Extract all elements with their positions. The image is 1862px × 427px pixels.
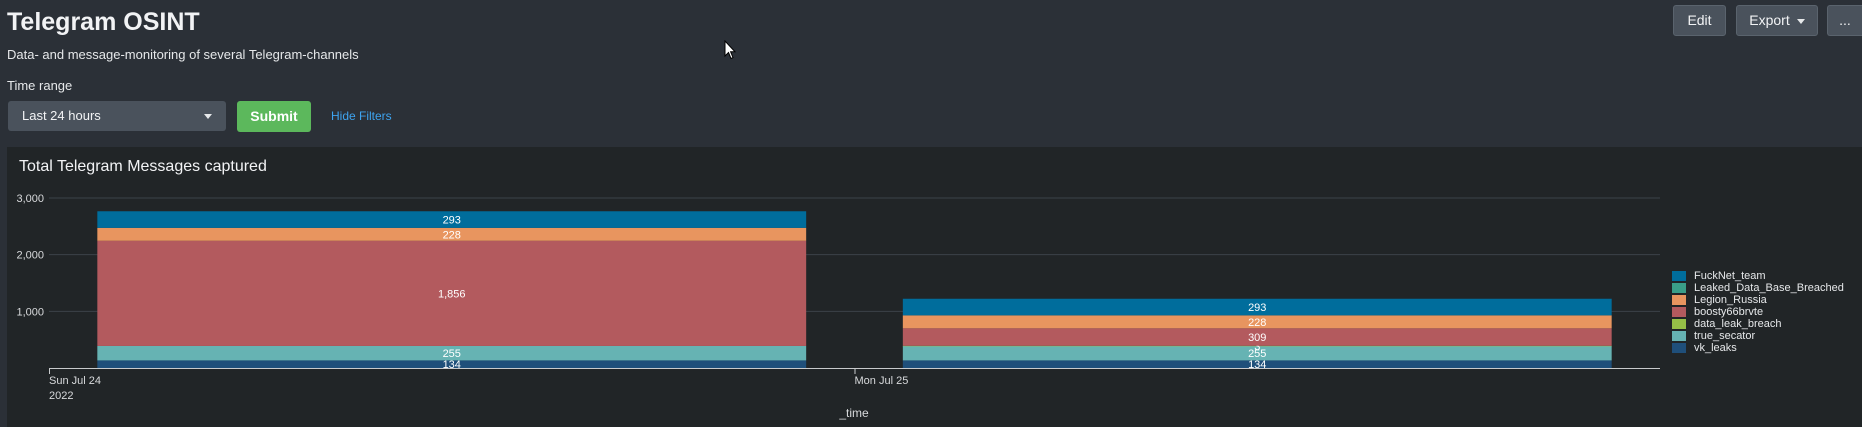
more-button[interactable]: ...: [1827, 5, 1862, 36]
legend-swatch: [1672, 331, 1686, 341]
legend-item[interactable]: data_leak_breach: [1672, 318, 1844, 330]
data-label: 134: [443, 359, 461, 371]
export-label: Export: [1749, 12, 1790, 28]
chart-legend: FuckNet_team Leaked_Data_Base_Breached Leg…: [1672, 270, 1844, 354]
y-tick-label: 2,000: [16, 250, 44, 262]
bar-segment: [97, 360, 807, 368]
legend-swatch: [1672, 307, 1686, 317]
hide-filters-link[interactable]: Hide Filters: [331, 109, 392, 123]
data-label: 293: [443, 215, 461, 227]
x-tick-sublabel: 2022: [49, 390, 73, 402]
legend-label: Legion_Russia: [1694, 294, 1767, 306]
x-axis-title: _time: [838, 406, 869, 420]
export-button[interactable]: Export: [1736, 5, 1818, 36]
chevron-down-icon: [204, 114, 212, 119]
data-label: 255: [1248, 348, 1266, 360]
submit-button[interactable]: Submit: [237, 101, 311, 132]
bar-segment: [97, 240, 807, 346]
legend-label: FuckNet_team: [1694, 270, 1766, 282]
time-range-dropdown[interactable]: Last 24 hours: [8, 101, 226, 131]
bar-segment: [902, 345, 1612, 361]
data-label: 255: [443, 348, 461, 360]
legend-item[interactable]: true_secator: [1672, 330, 1844, 342]
bar-segment: [902, 328, 1612, 346]
legend-item[interactable]: FuckNet_team: [1672, 270, 1844, 282]
bar-segment: [902, 345, 1612, 347]
page-subtitle: Data- and message-monitoring of several …: [7, 47, 359, 62]
bar-segment: [97, 211, 807, 228]
data-label: 293: [1248, 302, 1266, 314]
data-label: 309: [1248, 332, 1266, 344]
legend-item[interactable]: Legion_Russia: [1672, 294, 1844, 306]
legend-item[interactable]: boosty66brvte: [1672, 306, 1844, 318]
legend-swatch: [1672, 295, 1686, 305]
panel-title: Total Telegram Messages captured: [19, 158, 267, 175]
time-range-value: Last 24 hours: [22, 108, 101, 123]
bar-segment: [97, 345, 807, 361]
data-label: 3: [1254, 341, 1260, 353]
legend-label: vk_leaks: [1694, 342, 1737, 354]
legend-swatch: [1672, 271, 1686, 281]
legend-label: boosty66brvte: [1694, 306, 1764, 318]
legend-item[interactable]: vk_leaks: [1672, 342, 1844, 354]
legend-swatch: [1672, 283, 1686, 293]
y-tick-label: 3,000: [16, 193, 44, 205]
x-tick-label: Mon Jul 25: [855, 375, 909, 387]
legend-label: true_secator: [1694, 330, 1756, 342]
page-title: Telegram OSINT: [7, 8, 200, 36]
edit-button[interactable]: Edit: [1673, 5, 1726, 36]
legend-item[interactable]: Leaked_Data_Base_Breached: [1672, 282, 1844, 294]
data-label: 1,856: [438, 288, 466, 300]
data-label: 228: [443, 229, 461, 241]
chevron-down-icon: [1796, 18, 1805, 24]
x-tick-label: Sun Jul 24: [49, 375, 101, 387]
y-tick-label: 1,000: [16, 306, 44, 318]
legend-swatch: [1672, 319, 1686, 329]
bar-segment: [902, 360, 1612, 368]
time-range-label: Time range: [7, 78, 73, 93]
mouse-cursor-icon: [724, 40, 736, 60]
data-label: 134: [1248, 359, 1266, 371]
legend-swatch: [1672, 343, 1686, 353]
bar-segment: [902, 298, 1612, 316]
legend-label: Leaked_Data_Base_Breached: [1694, 282, 1844, 294]
bar-segment: [902, 315, 1612, 329]
legend-label: data_leak_breach: [1694, 318, 1782, 330]
bar-segment: [97, 227, 807, 241]
data-label: 228: [1248, 317, 1266, 329]
